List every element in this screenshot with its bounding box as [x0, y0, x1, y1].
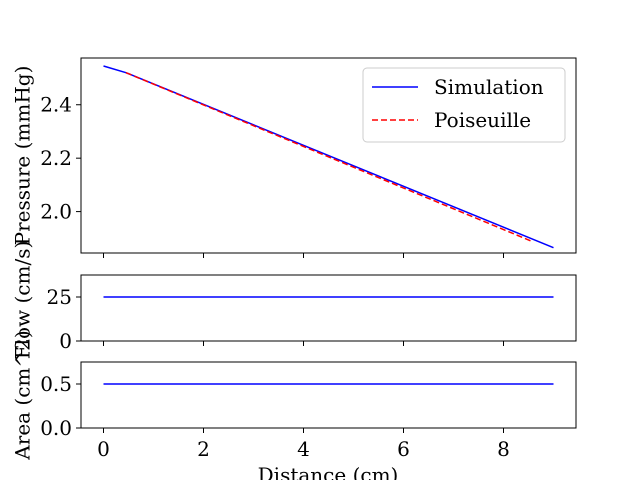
flow-axes-frame [80, 274, 577, 342]
area-xtick-label: 4 [297, 437, 310, 461]
panel-pressure: 2.0 2.2 2.4 Pressure (mmHg) Simulation Poi… [11, 57, 577, 258]
legend-poiseuille-label: Poiseuille [434, 108, 531, 132]
pressure-ytick-label: 2.4 [40, 93, 72, 117]
panel-flow: 0 25 Flow (cm/s) [11, 241, 577, 360]
pressure-axis-label: Pressure (mmHg) [11, 66, 35, 246]
flow-ytick-label: 0 [59, 329, 72, 353]
area-xtick-label: 0 [97, 437, 110, 461]
area-axis-label: Area (cm^2) [11, 330, 35, 460]
pressure-series-line-1 [125, 71, 532, 242]
pressure-ytick-label: 2.2 [40, 146, 72, 170]
area-ytick-label: 0.5 [40, 372, 72, 396]
panel-area: 0.0 0.5 0 2 4 6 8 Area (cm^2) Distance (cm) [11, 330, 577, 480]
area-xtick-label: 8 [497, 437, 510, 461]
area-axes-frame [80, 361, 577, 429]
pressure-axes-frame [80, 57, 577, 254]
area-xtick-label: 6 [397, 437, 410, 461]
flow-ytick-label: 25 [47, 285, 72, 309]
area-xtick-label: 2 [197, 437, 210, 461]
flow-axis-label: Flow (cm/s) [11, 241, 35, 360]
area-ytick-label: 0.0 [40, 416, 72, 440]
legend: Simulation Poiseuille [362, 67, 566, 143]
distance-axis-label: Distance (cm) [258, 463, 399, 480]
pressure-ytick-label: 2.0 [40, 200, 72, 224]
legend-simulation-label: Simulation [434, 75, 544, 99]
